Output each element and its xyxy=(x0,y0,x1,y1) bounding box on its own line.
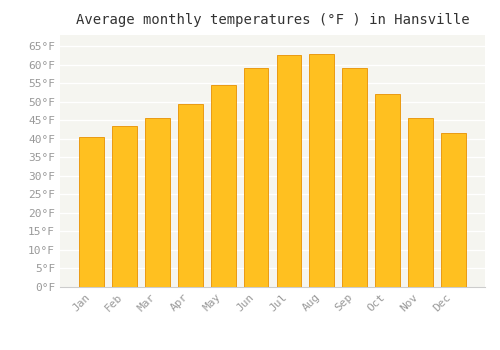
Bar xyxy=(145,118,170,287)
Bar xyxy=(441,133,466,287)
Bar xyxy=(342,68,367,287)
Bar xyxy=(80,137,104,287)
Bar xyxy=(244,68,268,287)
Bar xyxy=(310,54,334,287)
Bar xyxy=(211,85,236,287)
Bar xyxy=(178,104,203,287)
Bar xyxy=(276,55,301,287)
Bar xyxy=(408,118,433,287)
Bar xyxy=(376,94,400,287)
Title: Average monthly temperatures (°F ) in Hansville: Average monthly temperatures (°F ) in Ha… xyxy=(76,13,469,27)
Bar xyxy=(112,126,137,287)
